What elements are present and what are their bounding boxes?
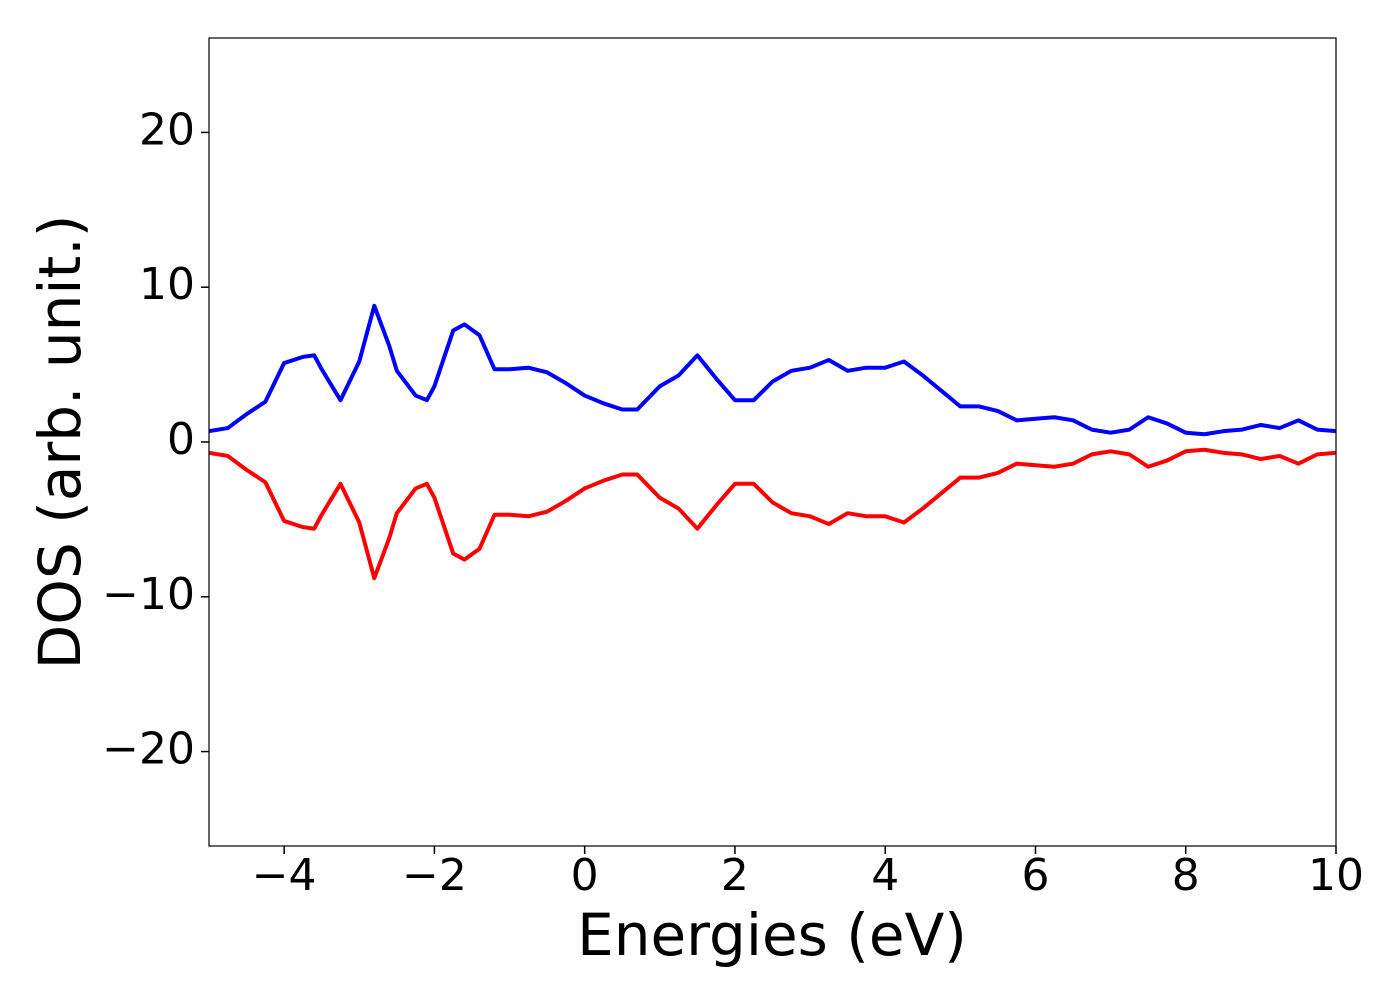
x-tick-label: 4 bbox=[871, 850, 899, 901]
x-tick-label: 10 bbox=[1308, 850, 1364, 901]
x-tick-label: 6 bbox=[1021, 850, 1049, 901]
plot-frame bbox=[208, 37, 1337, 847]
y-axis-label: DOS (arb. unit.) bbox=[26, 215, 94, 670]
series-line bbox=[209, 303, 1336, 437]
x-tick-label: 2 bbox=[721, 850, 749, 901]
series-line bbox=[209, 447, 1336, 581]
x-tick-label: 8 bbox=[1172, 850, 1200, 901]
y-tick-label: −10 bbox=[102, 569, 195, 620]
x-tick-label: −2 bbox=[402, 850, 467, 901]
y-tick-label: −20 bbox=[102, 724, 195, 775]
y-tick-label: 0 bbox=[167, 414, 195, 465]
x-tick-label: 0 bbox=[571, 850, 599, 901]
x-tick-label: −4 bbox=[252, 850, 317, 901]
y-tick-label: 20 bbox=[139, 104, 195, 155]
x-axis-label: Energies (eV) bbox=[577, 901, 967, 969]
y-tick-label: 10 bbox=[139, 259, 195, 310]
